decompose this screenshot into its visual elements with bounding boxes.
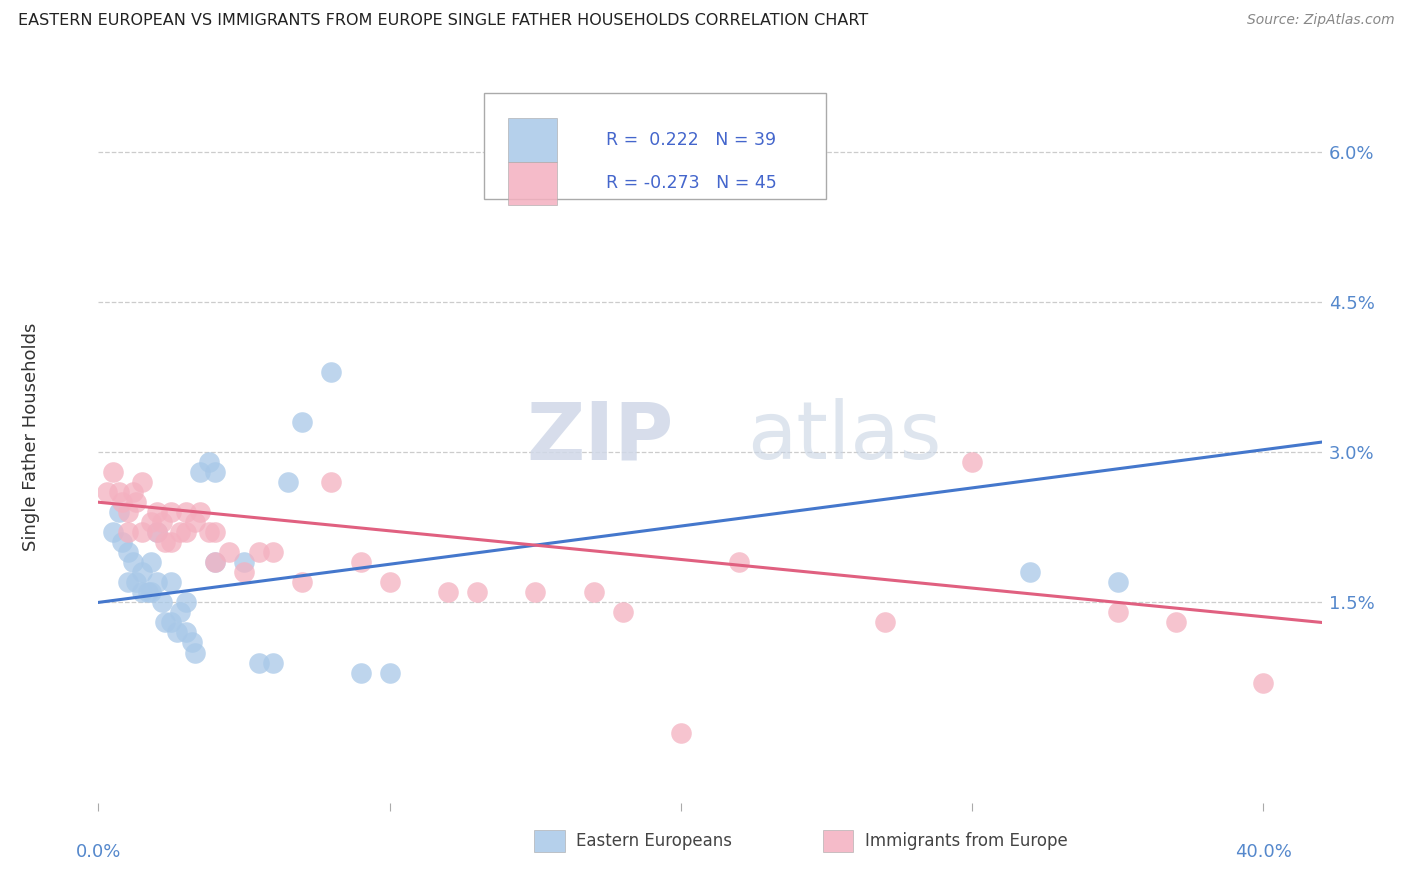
Point bbox=[612, 606, 634, 620]
Text: EASTERN EUROPEAN VS IMMIGRANTS FROM EUROPE SINGLE FATHER HOUSEHOLDS CORRELATION : EASTERN EUROPEAN VS IMMIGRANTS FROM EURO… bbox=[18, 13, 869, 29]
Text: atlas: atlas bbox=[747, 398, 941, 476]
Point bbox=[117, 525, 139, 540]
Point bbox=[152, 595, 174, 609]
Point bbox=[117, 545, 139, 559]
Point bbox=[160, 615, 183, 630]
Point bbox=[291, 415, 314, 429]
Point bbox=[117, 575, 139, 590]
Point bbox=[960, 455, 983, 469]
Point bbox=[139, 555, 162, 569]
Point bbox=[1253, 675, 1275, 690]
Point bbox=[349, 665, 371, 680]
Point bbox=[277, 475, 299, 490]
Point bbox=[125, 495, 148, 509]
Point bbox=[101, 465, 124, 479]
Point bbox=[204, 525, 226, 540]
Point bbox=[122, 555, 145, 569]
Point bbox=[378, 665, 401, 680]
Point bbox=[111, 535, 134, 549]
Point bbox=[291, 575, 314, 590]
Point bbox=[873, 615, 896, 630]
Point bbox=[155, 535, 177, 549]
Point bbox=[160, 575, 183, 590]
Point bbox=[139, 515, 162, 529]
Point bbox=[247, 545, 270, 559]
Point bbox=[1107, 606, 1129, 620]
Point bbox=[174, 595, 197, 609]
Point bbox=[218, 545, 240, 559]
Point bbox=[174, 525, 197, 540]
Point bbox=[174, 505, 197, 519]
Point bbox=[160, 505, 183, 519]
Point bbox=[131, 585, 153, 599]
Point bbox=[524, 585, 547, 599]
Point bbox=[166, 625, 188, 640]
Point bbox=[437, 585, 460, 599]
Point bbox=[96, 485, 118, 500]
Point bbox=[152, 515, 174, 529]
Point bbox=[465, 585, 488, 599]
FancyBboxPatch shape bbox=[508, 161, 557, 205]
Point bbox=[145, 575, 167, 590]
Point bbox=[131, 475, 153, 490]
Point bbox=[180, 635, 202, 649]
Point bbox=[204, 555, 226, 569]
Point bbox=[145, 525, 167, 540]
Point bbox=[321, 365, 343, 379]
Point bbox=[198, 455, 221, 469]
Point bbox=[321, 475, 343, 490]
Text: Source: ZipAtlas.com: Source: ZipAtlas.com bbox=[1247, 13, 1395, 28]
Point bbox=[378, 575, 401, 590]
Point bbox=[155, 615, 177, 630]
Point bbox=[198, 525, 221, 540]
Point bbox=[349, 555, 371, 569]
Point bbox=[1164, 615, 1187, 630]
Point bbox=[125, 575, 148, 590]
Point bbox=[1107, 575, 1129, 590]
FancyBboxPatch shape bbox=[484, 94, 827, 200]
Point bbox=[204, 465, 226, 479]
Point bbox=[160, 535, 183, 549]
Point bbox=[582, 585, 605, 599]
Text: R = -0.273   N = 45: R = -0.273 N = 45 bbox=[606, 175, 776, 193]
Point bbox=[139, 585, 162, 599]
Point bbox=[108, 505, 131, 519]
Text: R =  0.222   N = 39: R = 0.222 N = 39 bbox=[606, 131, 776, 149]
Point bbox=[117, 505, 139, 519]
Point bbox=[262, 545, 284, 559]
Point bbox=[233, 566, 256, 580]
Text: ZIP: ZIP bbox=[526, 398, 673, 476]
Text: Eastern Europeans: Eastern Europeans bbox=[576, 831, 733, 850]
Text: Single Father Households: Single Father Households bbox=[22, 323, 41, 551]
Point bbox=[1019, 566, 1042, 580]
Point bbox=[169, 525, 191, 540]
Point bbox=[131, 566, 153, 580]
Point bbox=[169, 606, 191, 620]
Point bbox=[188, 465, 212, 479]
Point bbox=[136, 585, 159, 599]
Text: 40.0%: 40.0% bbox=[1234, 843, 1292, 861]
Point bbox=[262, 656, 284, 670]
Point bbox=[183, 515, 205, 529]
Point bbox=[728, 555, 751, 569]
Point bbox=[204, 555, 226, 569]
Text: Immigrants from Europe: Immigrants from Europe bbox=[865, 831, 1067, 850]
Point bbox=[174, 625, 197, 640]
Point bbox=[145, 505, 167, 519]
Point bbox=[524, 175, 547, 189]
Point bbox=[111, 495, 134, 509]
Point bbox=[131, 525, 153, 540]
Point bbox=[233, 555, 256, 569]
Point bbox=[247, 656, 270, 670]
Point bbox=[108, 485, 131, 500]
Text: 0.0%: 0.0% bbox=[76, 843, 121, 861]
Point bbox=[145, 525, 167, 540]
Point bbox=[669, 725, 692, 739]
Point bbox=[183, 646, 205, 660]
Point bbox=[188, 505, 212, 519]
Point bbox=[101, 525, 124, 540]
FancyBboxPatch shape bbox=[508, 118, 557, 162]
Point bbox=[122, 485, 145, 500]
